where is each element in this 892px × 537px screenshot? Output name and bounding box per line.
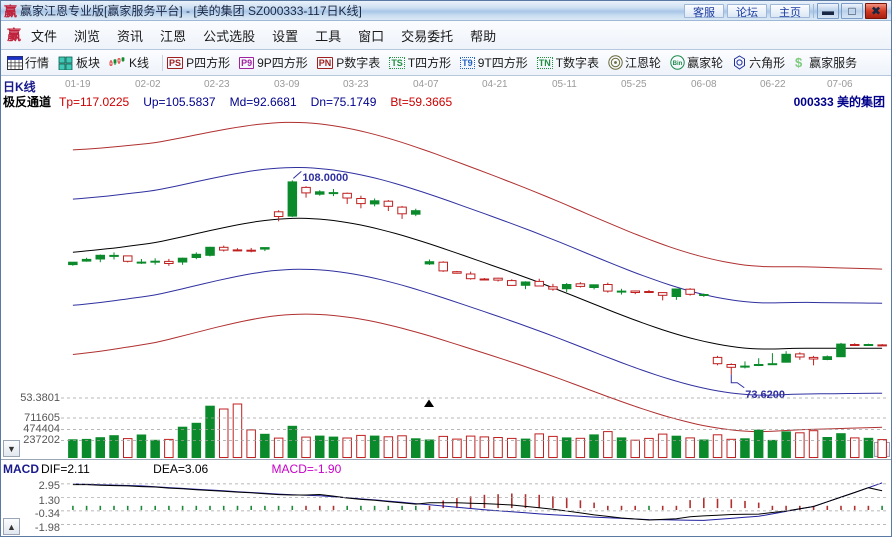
svg-text:$: $ bbox=[795, 55, 803, 70]
svg-text:Bin: Bin bbox=[673, 61, 683, 67]
